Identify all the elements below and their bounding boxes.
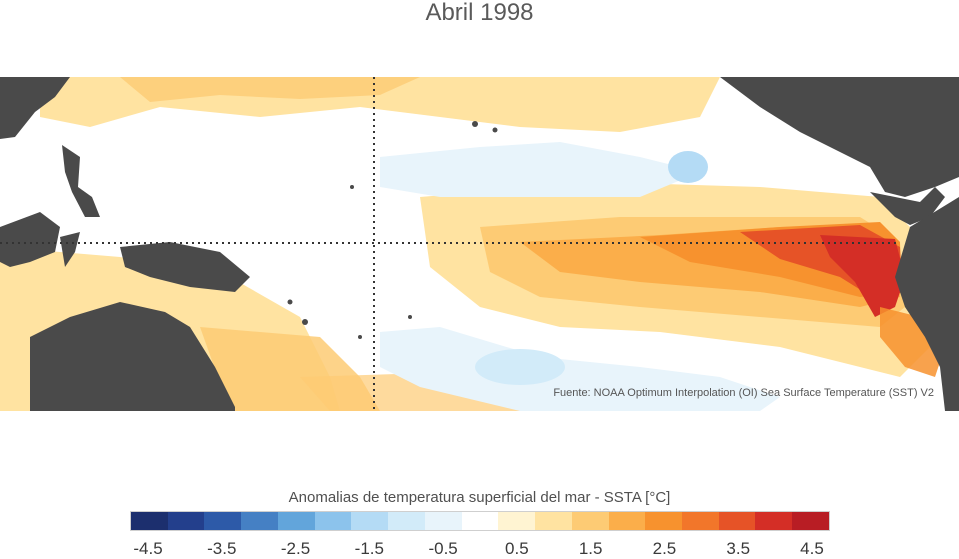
colorbar-segment: [535, 512, 572, 530]
colorbar-segment: [388, 512, 425, 530]
source-note: Fuente: NOAA Optimum Interpolation (OI) …: [553, 387, 934, 399]
colorbar-tick-label: 2.5: [652, 539, 677, 558]
cool-anomaly-spot-1: [668, 151, 708, 183]
colorbar-segment: [645, 512, 683, 530]
land-borneo-sumatra: [0, 212, 60, 267]
colorbar-segment: [351, 512, 389, 530]
colorbar-segment: [131, 512, 168, 530]
cool-anomaly-south-central: [380, 327, 780, 411]
colorbar-tick-label: -2.5: [280, 539, 311, 558]
colorbar-segment: [167, 512, 205, 530]
warm-anomaly-north-core: [120, 77, 420, 102]
land-philippines: [62, 145, 100, 217]
colorbar-segment: [424, 512, 462, 530]
colorbar-segment: [792, 512, 829, 530]
colorbar-tick-label: 3.5: [726, 539, 751, 558]
colorbar-segment: [204, 512, 242, 530]
warm-tongue-peak: [820, 235, 905, 317]
land-central-america: [870, 187, 945, 225]
land-island-3: [350, 185, 354, 189]
land-south-america: [895, 197, 959, 411]
land-north-america: [720, 77, 959, 197]
land-island-2: [492, 127, 498, 133]
colorbar-segment: [277, 512, 315, 530]
colorbar-segment: [241, 512, 278, 530]
warm-coastal-south: [880, 307, 945, 377]
colorbar: [130, 511, 830, 531]
land-australia: [30, 302, 235, 411]
colorbar-segment: [718, 512, 756, 530]
colorbar-tick-label: 1.5: [578, 539, 603, 558]
cool-anomaly-spot-3: [475, 349, 565, 385]
colorbar-title: Anomalias de temperatura superficial del…: [288, 489, 671, 506]
colorbar-tick-label: -0.5: [428, 539, 458, 558]
land-sulawesi: [60, 232, 80, 267]
colorbar-tick-label: 4.5: [800, 539, 824, 558]
cool-anomaly-north-central: [380, 142, 700, 197]
land-masses: [0, 77, 959, 411]
land-island-6: [358, 335, 362, 339]
colorbar-segment: [682, 512, 719, 530]
colorbar-tick-label: -4.5: [133, 539, 163, 558]
colorbar-tick-label: 0.5: [505, 539, 529, 558]
land-island-4: [287, 299, 293, 305]
land-island-1: [472, 121, 478, 127]
map-title: Abril 1998: [425, 0, 534, 26]
sst-anomaly-map: [0, 77, 959, 411]
land-island-5: [302, 319, 308, 325]
land-new-guinea: [120, 242, 250, 292]
land-asia: [0, 77, 70, 139]
colorbar-segment: [498, 512, 536, 530]
colorbar-tick-label: -3.5: [207, 539, 237, 558]
colorbar-tick-label: -1.5: [354, 539, 384, 558]
colorbar-segment: [314, 512, 352, 530]
colorbar-segment: [571, 512, 609, 530]
land-island-7: [408, 315, 412, 319]
colorbar-segment: [461, 512, 499, 530]
colorbar-segment: [608, 512, 646, 530]
colorbar-segment: [755, 512, 793, 530]
